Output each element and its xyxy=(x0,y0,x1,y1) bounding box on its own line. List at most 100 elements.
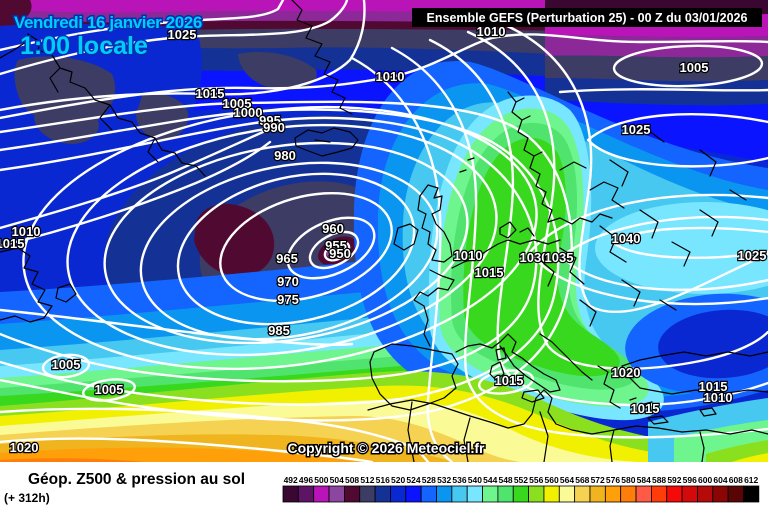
pressure-label: 1020 xyxy=(10,440,39,455)
colorbar-cell xyxy=(497,485,514,503)
colorbar-cell xyxy=(405,485,422,503)
pressure-label: 1000 xyxy=(234,105,263,120)
colorbar-cell xyxy=(436,485,453,503)
colorbar-tick-label: 596 xyxy=(683,475,697,485)
valid-date: Vendredi 16 janvier 2026 xyxy=(14,13,202,32)
pressure-label: 1020 xyxy=(612,365,641,380)
pressure-label: 1015 xyxy=(196,86,225,101)
colorbar-tick-label: 504 xyxy=(330,475,344,485)
pressure-label: 1015 xyxy=(699,379,728,394)
colorbar-cell xyxy=(697,485,714,503)
pressure-label: 1025 xyxy=(738,248,767,263)
pressure-label: 1015 xyxy=(0,236,24,251)
colorbar-tick-label: 564 xyxy=(560,475,574,485)
colorbar-tick-label: 576 xyxy=(606,475,620,485)
model-info-text: Ensemble GEFS (Perturbation 25) - 00 Z d… xyxy=(427,11,748,25)
pressure-label: 970 xyxy=(277,274,299,289)
colorbar-tick-label: 520 xyxy=(391,475,405,485)
colorbar-cell xyxy=(343,485,361,503)
colorbar-cell xyxy=(328,485,345,503)
colorbar-cell xyxy=(512,485,530,503)
isobar-contours xyxy=(0,0,768,462)
pressure-label: 990 xyxy=(263,120,285,135)
pressure-label: 960 xyxy=(322,221,344,236)
colorbar-tick-label: 592 xyxy=(667,475,681,485)
colorbar-tick-label: 560 xyxy=(545,475,559,485)
colorbar-tick-label: 496 xyxy=(299,475,313,485)
pressure-label: 1010 xyxy=(376,69,405,84)
colorbar-cell xyxy=(543,485,560,503)
pressure-label: 1010 xyxy=(12,224,41,239)
footer-bar: Géop. Z500 & pression au sol (+ 312h) 49… xyxy=(0,462,768,512)
colorbar-cell xyxy=(297,485,315,503)
colorbar-cell xyxy=(466,485,483,503)
colorbar-cell xyxy=(635,485,652,503)
pressure-label: 985 xyxy=(268,323,290,338)
colorbar-cell xyxy=(374,485,391,503)
pressure-label: 1025 xyxy=(622,122,651,137)
colorbar-cell xyxy=(359,485,376,503)
colorbar-cell xyxy=(666,485,683,503)
colorbar-tick-label: 500 xyxy=(314,475,328,485)
pressure-label: 1040 xyxy=(612,231,641,246)
pressure-label: 1010 xyxy=(704,390,733,405)
pressure-label: 1005 xyxy=(95,382,124,397)
colorbar-cell xyxy=(651,485,668,503)
colorbar-tick-label: 548 xyxy=(498,475,512,485)
colorbar-tick-label: 540 xyxy=(468,475,482,485)
colorbar-cell xyxy=(743,485,760,503)
colorbar-cell xyxy=(620,485,637,503)
pressure-label: 965 xyxy=(276,251,298,266)
copyright: Copyright © 2026 Meteociel.fr xyxy=(287,440,485,456)
footer-title: Géop. Z500 & pression au sol xyxy=(28,471,245,488)
pressure-label: 955 xyxy=(325,238,347,253)
colorbar-tick-label: 600 xyxy=(698,475,712,485)
z500-color-regions xyxy=(0,0,768,462)
pressure-label: 975 xyxy=(277,292,299,307)
colorbar-tick-label: 492 xyxy=(284,475,298,485)
colorbar-tick-label: 568 xyxy=(575,475,589,485)
colorbar-cell xyxy=(558,485,576,503)
pressure-label: 950 xyxy=(329,246,351,261)
colorbar-legend: 492 496 500 504 508 512 516 520 524 528 532 536 540 5… xyxy=(282,475,760,503)
colorbar-tick-label: 516 xyxy=(376,475,390,485)
colorbar-tick-label: 528 xyxy=(422,475,436,485)
colorbar-cell xyxy=(574,485,591,503)
footer-lead-time: (+ 312h) xyxy=(4,491,50,505)
colorbar-tick-label: 536 xyxy=(452,475,466,485)
colorbar-cell xyxy=(727,485,744,503)
colorbar-tick-label: 544 xyxy=(483,475,497,485)
pressure-label: 1005 xyxy=(680,60,709,75)
colorbar-cell xyxy=(282,485,299,503)
model-info-box xyxy=(412,8,762,27)
colorbar-tick-label: 604 xyxy=(713,475,727,485)
colorbar-cell xyxy=(482,485,499,503)
colorbar-tick-label: 612 xyxy=(744,475,758,485)
colorbar-tick-label: 552 xyxy=(514,475,528,485)
pressure-label: 1015 xyxy=(631,401,660,416)
pressure-label: 1015 xyxy=(475,265,504,280)
colorbar-cell xyxy=(589,485,606,503)
pressure-label: 1005 xyxy=(52,357,81,372)
colorbar-tick-label: 584 xyxy=(637,475,651,485)
pressure-label: 1035 xyxy=(545,250,574,265)
pressure-label: 1015 xyxy=(495,373,524,388)
pressure-label: 1010 xyxy=(477,24,506,39)
colorbar-cell xyxy=(528,485,545,503)
valid-time: 1:00 locale xyxy=(20,32,148,60)
colorbar-tick-label: 572 xyxy=(591,475,605,485)
colorbar-cell xyxy=(681,485,698,503)
colorbar-cell xyxy=(712,485,729,503)
colorbar-cell xyxy=(420,485,437,503)
pressure-label: 1010 xyxy=(454,248,483,263)
colorbar-tick-label: 588 xyxy=(652,475,666,485)
pressure-label: 1030 xyxy=(520,250,549,265)
pressure-label: 995 xyxy=(259,113,281,128)
colorbar-tick-label: 608 xyxy=(729,475,743,485)
pressure-label: 980 xyxy=(274,148,296,163)
colorbar-tick-label: 556 xyxy=(529,475,543,485)
colorbar-cell xyxy=(604,485,622,503)
